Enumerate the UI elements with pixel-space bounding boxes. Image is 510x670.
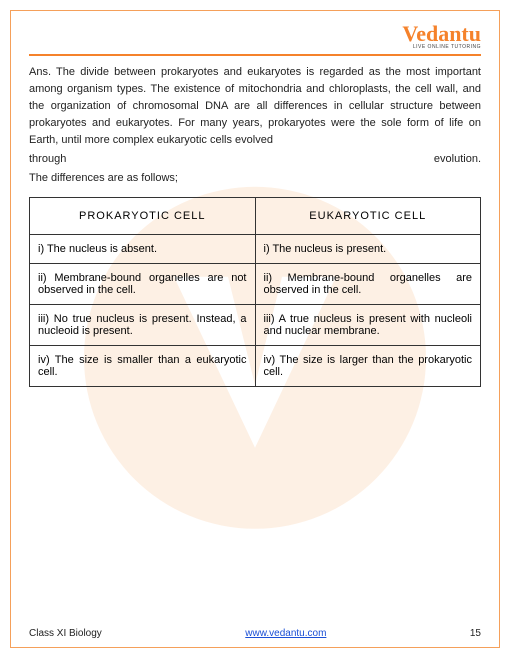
cell-right: iii) A true nucleus is present with nucl… [255, 305, 481, 346]
top-divider [29, 54, 481, 56]
logo-tagline: LIVE ONLINE TUTORING [29, 44, 481, 50]
cell-left: i) The nucleus is absent. [30, 235, 256, 264]
footer-class: Class XI Biology [29, 628, 102, 639]
cell-right: i) The nucleus is present. [255, 235, 481, 264]
cell-right: ii) Membrane-bound organelles are observ… [255, 264, 481, 305]
footer-page-number: 15 [470, 628, 481, 639]
header-eukaryotic: EUKARYOTIC CELL [255, 198, 481, 235]
table-row: iv) The size is smaller than a eukaryoti… [30, 346, 481, 387]
table-header-row: PROKARYOTIC CELL EUKARYOTIC CELL [30, 198, 481, 235]
cell-left: iv) The size is smaller than a eukaryoti… [30, 346, 256, 387]
logo-text: Vedantu [402, 21, 481, 46]
footer-link[interactable]: www.vedantu.com [245, 628, 326, 639]
table-row: ii) Membrane-bound organelles are not ob… [30, 264, 481, 305]
cell-left: ii) Membrane-bound organelles are not ob… [30, 264, 256, 305]
header-prokaryotic: PROKARYOTIC CELL [30, 198, 256, 235]
brand-logo: Vedantu LIVE ONLINE TUTORING [29, 23, 481, 50]
word-evolution: evolution. [434, 151, 481, 168]
comparison-table: PROKARYOTIC CELL EUKARYOTIC CELL i) The … [29, 197, 481, 387]
table-row: i) The nucleus is absent. i) The nucleus… [30, 235, 481, 264]
answer-paragraph: Ans. The divide between prokaryotes and … [29, 64, 481, 149]
page-footer: Class XI Biology www.vedantu.com 15 [29, 628, 481, 639]
cell-left: iii) No true nucleus is present. Instead… [30, 305, 256, 346]
word-through: through [29, 151, 66, 168]
answer-content: Ans. The divide between prokaryotes and … [29, 64, 481, 187]
table-row: iii) No true nucleus is present. Instead… [30, 305, 481, 346]
page-frame: Vedantu LIVE ONLINE TUTORING Ans. The di… [10, 10, 500, 648]
justified-line: through evolution. [29, 151, 481, 168]
differences-intro: The differences are as follows; [29, 170, 481, 187]
cell-right: iv) The size is larger than the prokaryo… [255, 346, 481, 387]
